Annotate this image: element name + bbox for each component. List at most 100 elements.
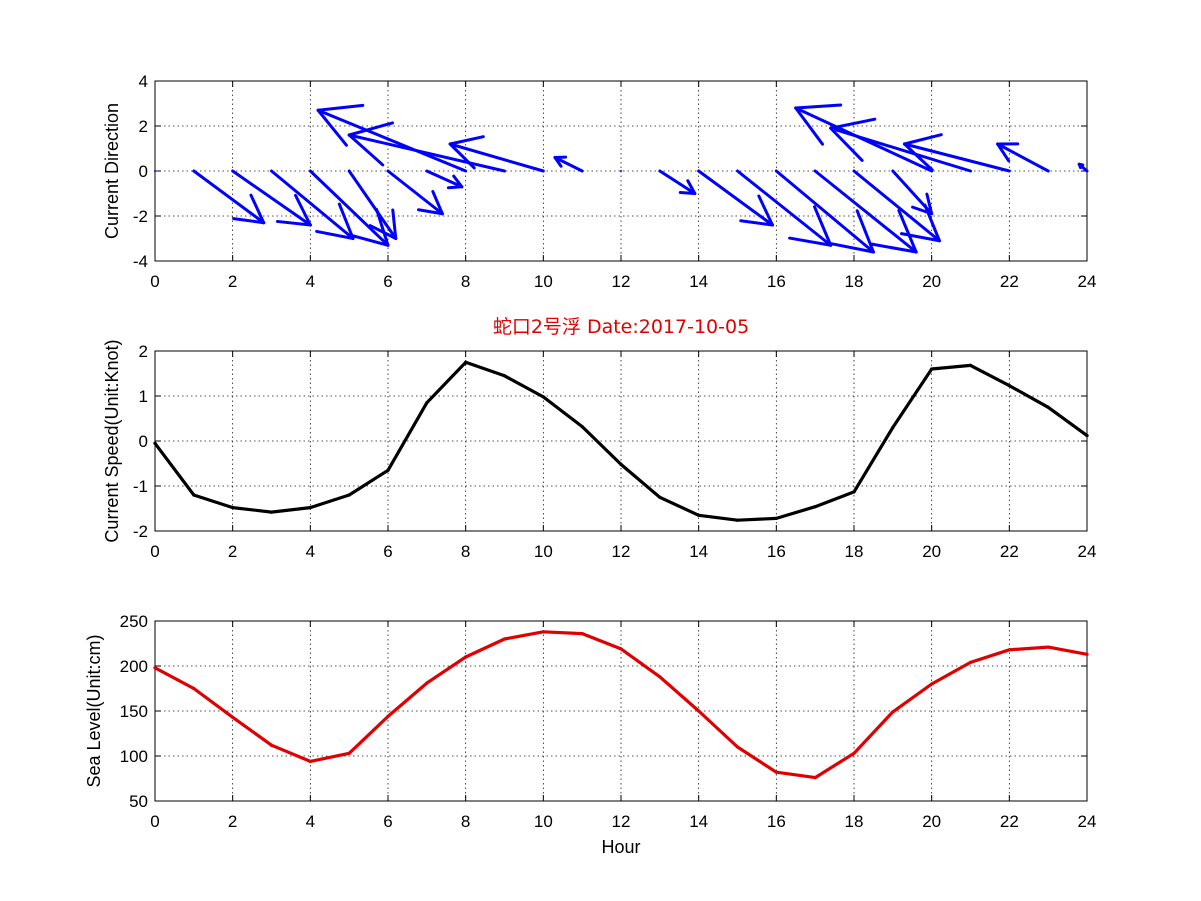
quiver-arrow-shaft — [192, 169, 266, 225]
quiver-arrow — [813, 169, 918, 254]
x-tick-label: 2 — [228, 812, 237, 831]
x-tick-label: 24 — [1078, 272, 1097, 291]
data-point — [541, 395, 545, 399]
data-point — [425, 401, 429, 405]
quiver-arrow-head — [813, 205, 833, 247]
y-tick-label: 250 — [120, 612, 148, 631]
quiver-arrow-head — [757, 194, 774, 227]
quiver-arrow-head — [347, 133, 385, 167]
data-point — [930, 682, 934, 686]
x-tick-label: 24 — [1078, 542, 1097, 561]
quiver-arrow — [154, 170, 156, 172]
data-point — [697, 513, 701, 517]
quiver-arrow-head — [315, 229, 355, 240]
data-point — [1007, 648, 1011, 652]
quiver-arrow — [996, 142, 1050, 173]
quiver-arrow-head — [337, 202, 355, 240]
data-point — [192, 493, 196, 497]
data-point — [891, 710, 895, 714]
data-point — [1046, 645, 1050, 649]
quiver-arrow-head — [316, 103, 365, 112]
data-point — [619, 647, 623, 651]
quiver-arrow-head — [828, 241, 875, 254]
data-point — [192, 686, 196, 691]
quiver-arrow — [902, 133, 1011, 173]
x-tick-label: 22 — [1000, 542, 1019, 561]
quiver-arrow-shaft — [448, 142, 545, 173]
x-tick-label: 24 — [1078, 812, 1097, 831]
quiver-arrow-head — [316, 108, 348, 147]
quiver-arrow-origin — [154, 170, 156, 172]
data-point — [658, 675, 662, 679]
quiver-arrow-head — [350, 233, 390, 247]
quiver-arrow — [425, 169, 464, 190]
quiver-arrow-shaft — [386, 169, 444, 216]
quiver-arrow — [316, 103, 468, 173]
x-tick-label: 16 — [767, 272, 786, 291]
x-tick-label: 4 — [306, 812, 315, 831]
quiver-arrow-head — [448, 142, 476, 170]
quiver-arrow — [1077, 162, 1089, 173]
data-point — [231, 506, 235, 510]
data-point — [774, 516, 778, 521]
y-axis-label: Current Speed(Unit:Knot) — [102, 339, 122, 542]
quiver-arrow-head — [794, 106, 825, 146]
data-point — [580, 425, 584, 429]
y-tick-label: 100 — [120, 747, 148, 766]
y-tick-label: 0 — [139, 162, 148, 181]
data-point — [269, 743, 274, 747]
quiver-arrow-shaft — [347, 169, 398, 240]
data-point — [502, 374, 507, 378]
quiver-arrow-head — [678, 190, 697, 195]
x-tick-label: 22 — [1000, 812, 1019, 831]
quiver-arrow — [829, 117, 972, 173]
quiver-arrow-shaft — [736, 169, 833, 247]
quiver-arrow-shaft — [891, 169, 934, 216]
quiver-arrow-head — [902, 142, 934, 172]
data-point — [153, 441, 157, 445]
data-point — [1007, 384, 1011, 388]
data-point — [347, 493, 351, 497]
y-tick-label: 2 — [139, 342, 148, 361]
quiver-arrow-shaft — [316, 108, 468, 173]
data-point — [619, 462, 623, 466]
quiver-arrow-head — [368, 224, 398, 240]
x-tick-label: 8 — [461, 542, 470, 561]
y-tick-label: 4 — [139, 72, 148, 91]
quiver-arrow-head — [902, 133, 943, 146]
quiver-arrow-shaft — [774, 169, 875, 254]
quiver-arrow — [553, 155, 584, 173]
x-tick-label: 16 — [767, 542, 786, 561]
data-point — [658, 495, 662, 499]
figure-title: 蛇口2号浮 Date:2017-10-05 — [493, 316, 749, 338]
quiver-arrow-head — [899, 232, 941, 243]
data-point — [813, 505, 817, 509]
y-tick-label: 150 — [120, 702, 148, 721]
data-point — [464, 655, 468, 659]
x-tick-label: 12 — [612, 812, 631, 831]
x-tick-label: 4 — [306, 272, 315, 291]
x-tick-label: 18 — [845, 812, 864, 831]
data-point — [308, 506, 312, 510]
quiver-arrow-head — [794, 103, 843, 110]
quiver-arrow-head — [1077, 162, 1082, 170]
quiver-arrow-head — [996, 142, 1011, 163]
quiver-arrow-shaft — [308, 169, 390, 247]
data-point — [697, 709, 701, 713]
quiver-arrow-head — [431, 189, 444, 216]
data-point — [1085, 434, 1089, 438]
quiver-arrow-shaft — [231, 169, 312, 227]
quiver-arrow — [891, 169, 934, 216]
x-tick-label: 12 — [612, 272, 631, 291]
data-point — [153, 666, 157, 670]
x-tick-label: 2 — [228, 272, 237, 291]
x-tick-label: 14 — [689, 812, 708, 831]
x-tick-label: 0 — [150, 542, 159, 561]
quiver-arrow-head — [925, 192, 934, 216]
quiver-arrow-shaft — [658, 169, 697, 195]
quiver-arrow-shaft — [347, 133, 506, 173]
quiver-arrow — [736, 169, 833, 247]
data-point — [541, 630, 545, 634]
data-point — [386, 714, 390, 719]
quiver-arrow — [192, 169, 266, 225]
